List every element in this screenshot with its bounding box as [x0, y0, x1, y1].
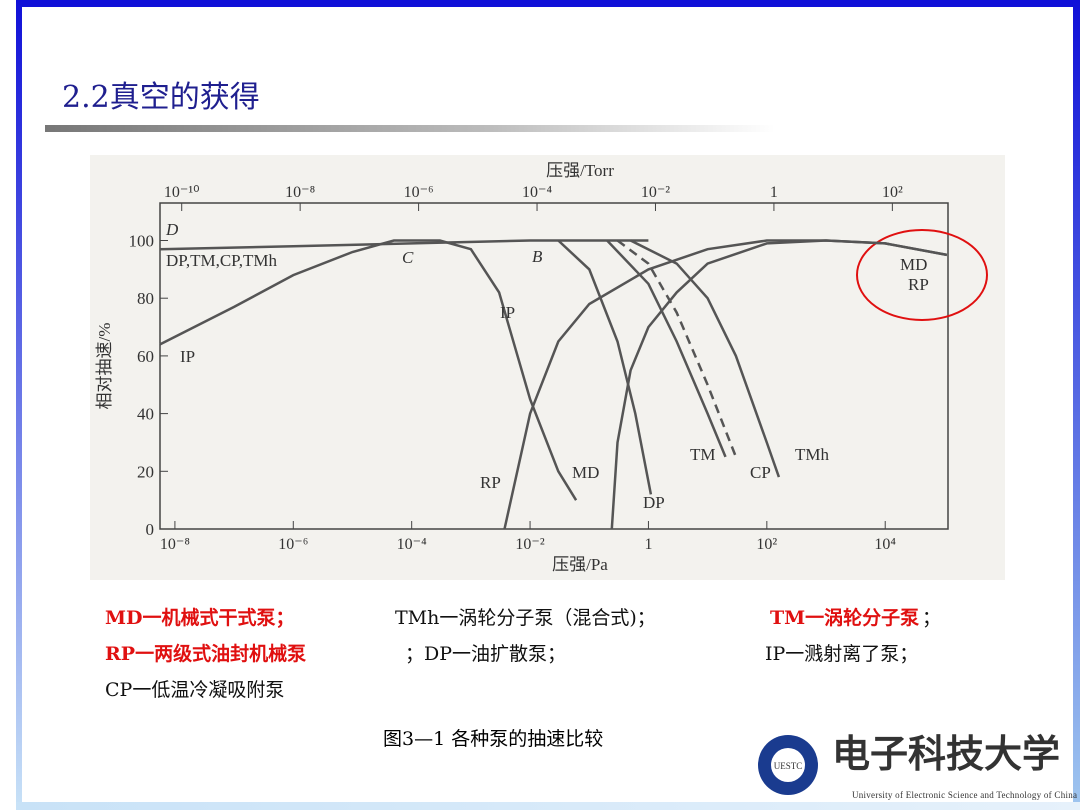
y-axis-title: 相对抽速/%	[95, 323, 114, 410]
x-tick-label: 10⁻⁴	[397, 536, 427, 553]
top-axis-title: 压强/Torr	[546, 161, 614, 180]
logo-seal-text: UESTC	[774, 761, 803, 771]
note-text: CP一低温冷凝吸附泵	[105, 679, 285, 701]
note-text: TMh一涡轮分子泵（混合式)；	[395, 607, 656, 629]
x-axis-title: 压强/Pa	[552, 555, 608, 574]
note-text: IP一溅射离了泵；	[765, 643, 919, 665]
curve-label: TMh	[795, 445, 830, 464]
title-rule	[45, 125, 775, 132]
annotation: D	[165, 220, 179, 239]
curve-label: DP	[643, 493, 665, 512]
curve	[159, 239, 649, 251]
x-tick-label: 10⁻⁸	[160, 536, 190, 553]
note-text: ；DP一油扩散泵；	[405, 643, 567, 665]
x2-tick-label: 10⁻⁶	[404, 184, 434, 201]
curve	[606, 239, 727, 458]
logo-name: 电子科技大学	[832, 733, 1060, 776]
frame	[0, 0, 22, 810]
figure-caption: 图3—1 各种泵的抽速比较	[383, 728, 604, 750]
x-tick-label: 1	[644, 536, 652, 553]
x-tick-label: 10⁻²	[515, 536, 544, 553]
curve	[557, 239, 653, 495]
x2-tick-label: 1	[770, 184, 778, 201]
curve	[610, 239, 948, 530]
frame	[16, 802, 1080, 810]
logo: UESTC 电子科技大学 University of Electronic Sc…	[758, 733, 1077, 800]
curve	[159, 239, 578, 501]
y-tick-label: 40	[137, 405, 154, 424]
note-text: RP一两级式油封机械泵	[105, 643, 307, 665]
x2-tick-label: 10⁻¹⁰	[164, 184, 200, 201]
note-text: MD一机械式干式泵；	[105, 607, 295, 629]
annotation: MD RP	[900, 255, 929, 294]
y-tick-label: 100	[129, 232, 155, 251]
logo-seal-inner	[771, 748, 805, 782]
frame	[1073, 0, 1080, 810]
x2-tick-label: 10⁻⁸	[285, 184, 315, 201]
y-tick-label: 0	[146, 520, 155, 539]
curve-label: RP	[480, 473, 501, 492]
note-text: TM一涡轮分子泵	[770, 607, 920, 629]
curve-label: CP	[750, 463, 771, 482]
logo-english: University of Electronic Science and Tec…	[852, 790, 1077, 800]
slide-title: 2.2真空的获得	[62, 80, 260, 115]
plot-frame	[159, 202, 949, 530]
annotation: IP	[180, 347, 195, 366]
x-tick-label: 10⁴	[874, 536, 896, 553]
y-tick-label: 60	[137, 347, 154, 366]
curve-label: TM	[690, 445, 716, 464]
y-tick-label: 80	[137, 289, 154, 308]
annotation: C	[402, 248, 414, 267]
curve	[616, 239, 738, 458]
curve	[630, 239, 781, 478]
y-tick-label: 20	[137, 462, 154, 481]
curve-label: MD	[572, 463, 599, 482]
annotation: B	[532, 247, 543, 266]
curve-label: DP,TM,CP,TMh	[166, 251, 278, 270]
highlight-circle	[856, 229, 988, 321]
x2-tick-label: 10⁻⁴	[522, 184, 552, 201]
x2-tick-label: 10²	[882, 184, 903, 201]
x-tick-label: 10⁻⁶	[278, 536, 308, 553]
frame	[0, 0, 1080, 7]
x2-tick-label: 10⁻²	[641, 184, 670, 201]
note-text: ；	[922, 607, 942, 629]
curve-label: IP	[500, 303, 515, 322]
x-tick-label: 10²	[756, 536, 777, 553]
